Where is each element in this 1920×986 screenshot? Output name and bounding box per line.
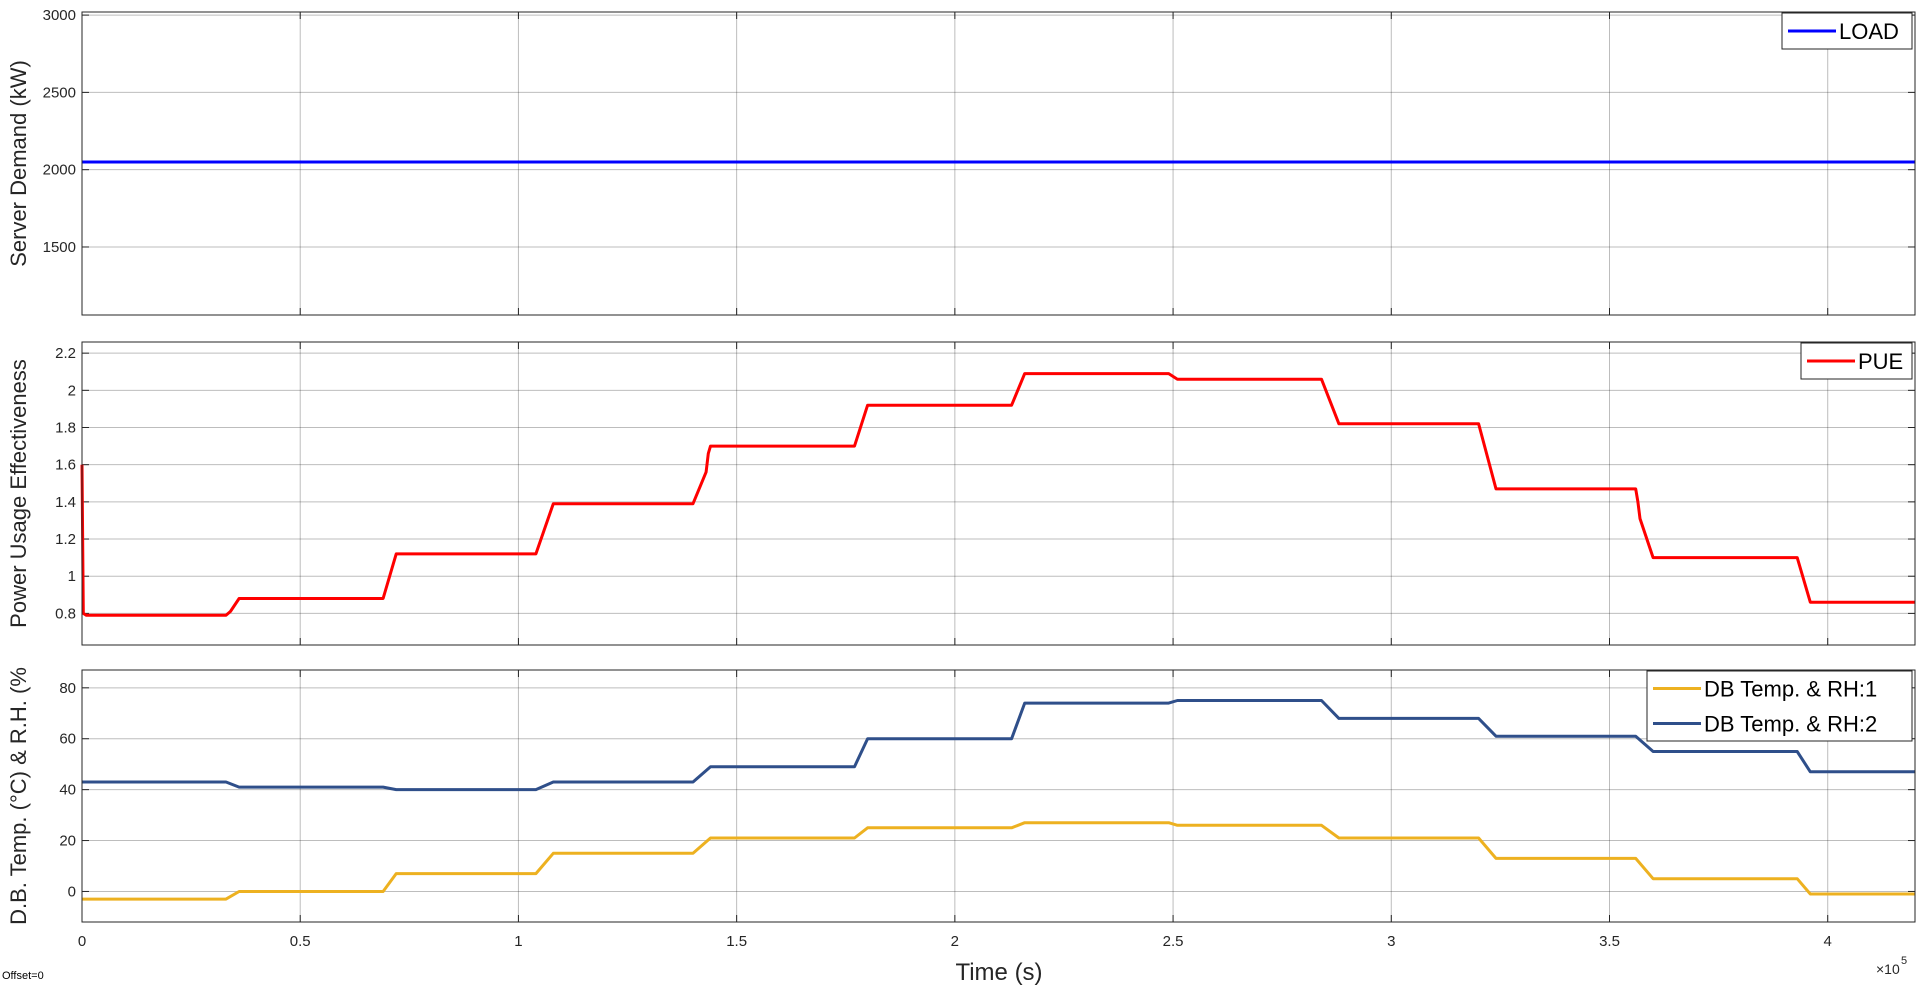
series-line-pue xyxy=(80,372,1915,617)
y-tick-label: 2.2 xyxy=(55,345,76,362)
y-axis-label: D.B. Temp. (°C) & R.H. (% xyxy=(6,667,31,925)
y-tick-label: 2 xyxy=(68,382,76,399)
axes-box xyxy=(81,11,1916,316)
y-tick-label: 2000 xyxy=(43,162,76,179)
x-exponent-label: ×10 5 xyxy=(1876,955,1907,977)
x-tick-label: 4 xyxy=(1824,933,1832,950)
x-axis-label: Time (s) xyxy=(955,959,1042,986)
y-tick-label: 1.6 xyxy=(55,457,76,474)
temperature-humidity-panel: 0 20 40 60 80 0 0.5 1 1.5 2 2.5 3 3.5 4 D.B. Temp. (°C… xyxy=(6,667,1916,950)
x-exponent-power: 5 xyxy=(1901,955,1907,967)
x-tick-label: 2.5 xyxy=(1163,933,1184,950)
y-tick-label: 1.4 xyxy=(55,494,76,511)
y-tick-label: 1500 xyxy=(43,239,76,256)
x-tick-label: 1 xyxy=(514,933,522,950)
x-tick-label: 2 xyxy=(951,933,959,950)
axes-box xyxy=(81,341,1916,646)
y-tick-label: 0.8 xyxy=(55,605,76,622)
x-tick-label: 0 xyxy=(78,933,86,950)
x-tick-label: 3 xyxy=(1387,933,1395,950)
y-tick-label: 80 xyxy=(59,680,76,697)
legend-entry: LOAD xyxy=(1839,19,1899,44)
x-tick-label: 0.5 xyxy=(290,933,311,950)
legend-box xyxy=(1646,670,1913,742)
legend-entry: DB Temp. & RH:1 xyxy=(1704,677,1877,702)
legend-entry: PUE xyxy=(1858,349,1903,374)
y-tick-label: 3000 xyxy=(43,7,76,24)
y-tick-label: 40 xyxy=(59,782,76,799)
pue-panel: 0.8 1 1.2 1.4 1.6 1.8 2 2.2 Power Usage Effectiv… xyxy=(6,341,1916,646)
series-line-db-temp-rh-1 xyxy=(82,821,1915,901)
y-tick-label: 60 xyxy=(59,731,76,748)
y-tick-label: 1.2 xyxy=(55,531,76,548)
y-tick-label: 0 xyxy=(68,883,76,900)
offset-label: Offset=0 xyxy=(2,970,44,982)
y-tick-label: 1 xyxy=(68,568,76,585)
y-tick-label: 20 xyxy=(59,833,76,850)
server-demand-panel: 1500 2000 2500 3000 Server Demand (kW) LOAD xyxy=(6,7,1916,316)
axes-box xyxy=(81,669,1916,923)
y-tick-label: 1.8 xyxy=(55,420,76,437)
x-exponent-base: ×10 xyxy=(1876,961,1900,977)
y-tick-label: 2500 xyxy=(43,84,76,101)
series-line-db-temp-rh-2 xyxy=(82,699,1915,792)
plot-area xyxy=(82,342,1915,645)
legend-entry: DB Temp. & RH:2 xyxy=(1704,712,1877,737)
x-tick-label: 1.5 xyxy=(726,933,747,950)
x-tick-label: 3.5 xyxy=(1599,933,1620,950)
y-axis-label: Power Usage Effectiveness xyxy=(6,359,31,628)
plot-area xyxy=(82,670,1915,922)
y-axis-label: Server Demand (kW) xyxy=(6,60,31,267)
